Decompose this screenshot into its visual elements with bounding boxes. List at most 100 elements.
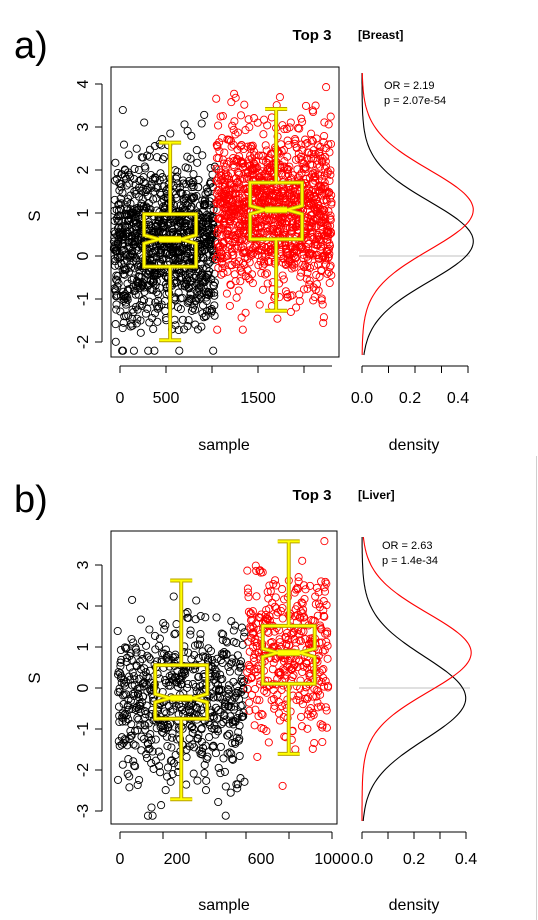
data-point bbox=[201, 199, 210, 208]
data-point bbox=[230, 702, 239, 711]
data-point bbox=[319, 611, 328, 620]
data-point bbox=[248, 250, 257, 259]
data-point bbox=[112, 305, 121, 314]
data-point bbox=[259, 724, 268, 733]
data-point bbox=[113, 626, 122, 636]
data-point bbox=[205, 267, 214, 276]
y-tick-label: 1 bbox=[75, 208, 92, 217]
data-point bbox=[196, 629, 205, 639]
data-point bbox=[285, 162, 294, 171]
data-point bbox=[204, 270, 213, 279]
data-point bbox=[303, 284, 312, 293]
data-point bbox=[303, 138, 312, 147]
data-point bbox=[178, 315, 187, 324]
data-point bbox=[136, 707, 145, 717]
data-point bbox=[214, 154, 223, 163]
odds-ratio-annotation: OR = 2.19 bbox=[384, 80, 434, 92]
data-point bbox=[183, 322, 192, 331]
data-point bbox=[235, 152, 244, 161]
data-point bbox=[216, 670, 225, 679]
data-point bbox=[230, 258, 239, 267]
data-point bbox=[136, 721, 145, 730]
data-point bbox=[234, 286, 243, 295]
data-point bbox=[223, 749, 232, 758]
data-point bbox=[166, 707, 175, 716]
data-point bbox=[126, 172, 135, 181]
data-point bbox=[128, 321, 137, 330]
data-point bbox=[230, 621, 240, 630]
data-point bbox=[297, 722, 307, 731]
data-point bbox=[297, 114, 306, 123]
data-point bbox=[118, 188, 127, 197]
data-point bbox=[284, 140, 293, 149]
y-axis-label: S bbox=[25, 672, 44, 683]
data-point bbox=[249, 147, 259, 156]
data-point bbox=[316, 690, 325, 699]
data-point bbox=[230, 693, 239, 702]
data-point bbox=[326, 229, 336, 238]
data-point bbox=[183, 679, 193, 689]
y-axis-label: S bbox=[25, 210, 44, 221]
density-curve bbox=[361, 72, 474, 355]
data-point bbox=[252, 566, 261, 575]
data-point bbox=[132, 645, 141, 654]
data-point bbox=[258, 261, 267, 270]
data-point bbox=[240, 777, 249, 786]
data-point bbox=[306, 223, 315, 232]
data-point bbox=[233, 784, 242, 793]
data-point bbox=[323, 627, 332, 636]
box-body bbox=[249, 181, 304, 241]
data-point bbox=[258, 710, 267, 719]
data-point bbox=[229, 705, 239, 714]
data-point bbox=[172, 183, 181, 192]
data-point bbox=[218, 674, 227, 684]
data-point bbox=[231, 130, 240, 139]
data-point bbox=[250, 684, 260, 694]
data-point bbox=[220, 648, 229, 657]
data-point bbox=[125, 772, 134, 781]
data-point bbox=[117, 655, 126, 664]
data-point bbox=[248, 279, 257, 288]
data-point bbox=[294, 692, 303, 701]
data-point bbox=[298, 599, 307, 608]
data-point bbox=[256, 221, 265, 230]
data-point bbox=[271, 593, 280, 602]
data-point bbox=[128, 704, 137, 714]
data-point bbox=[236, 662, 245, 671]
data-point bbox=[318, 154, 327, 163]
data-point bbox=[136, 328, 145, 337]
data-point bbox=[274, 709, 284, 718]
data-point bbox=[279, 275, 288, 284]
data-point bbox=[117, 183, 126, 192]
y-tick-label: -2 bbox=[75, 335, 92, 349]
data-point bbox=[300, 613, 309, 622]
data-point bbox=[300, 159, 309, 168]
boxplots bbox=[153, 539, 317, 802]
data-point bbox=[111, 158, 120, 167]
data-point bbox=[287, 227, 296, 236]
data-point bbox=[157, 801, 166, 810]
data-point bbox=[247, 633, 256, 642]
data-point bbox=[183, 608, 192, 617]
data-point bbox=[211, 703, 221, 712]
data-point bbox=[264, 154, 274, 163]
density-curve bbox=[361, 536, 472, 821]
x-tick-label: 200 bbox=[164, 851, 191, 868]
data-point bbox=[314, 201, 323, 210]
data-point bbox=[133, 780, 142, 790]
data-point bbox=[320, 178, 329, 187]
data-point bbox=[132, 648, 141, 657]
data-point bbox=[135, 657, 145, 666]
data-point bbox=[127, 655, 136, 664]
data-point bbox=[209, 246, 218, 255]
data-point bbox=[118, 717, 127, 726]
data-point bbox=[320, 205, 329, 214]
data-point bbox=[164, 650, 173, 659]
density-tick-label: 0.2 bbox=[399, 390, 421, 407]
data-point bbox=[322, 637, 331, 646]
data-point bbox=[238, 701, 247, 710]
data-point bbox=[145, 297, 154, 306]
data-point bbox=[178, 672, 187, 681]
data-point bbox=[194, 175, 203, 184]
data-point bbox=[243, 584, 252, 593]
